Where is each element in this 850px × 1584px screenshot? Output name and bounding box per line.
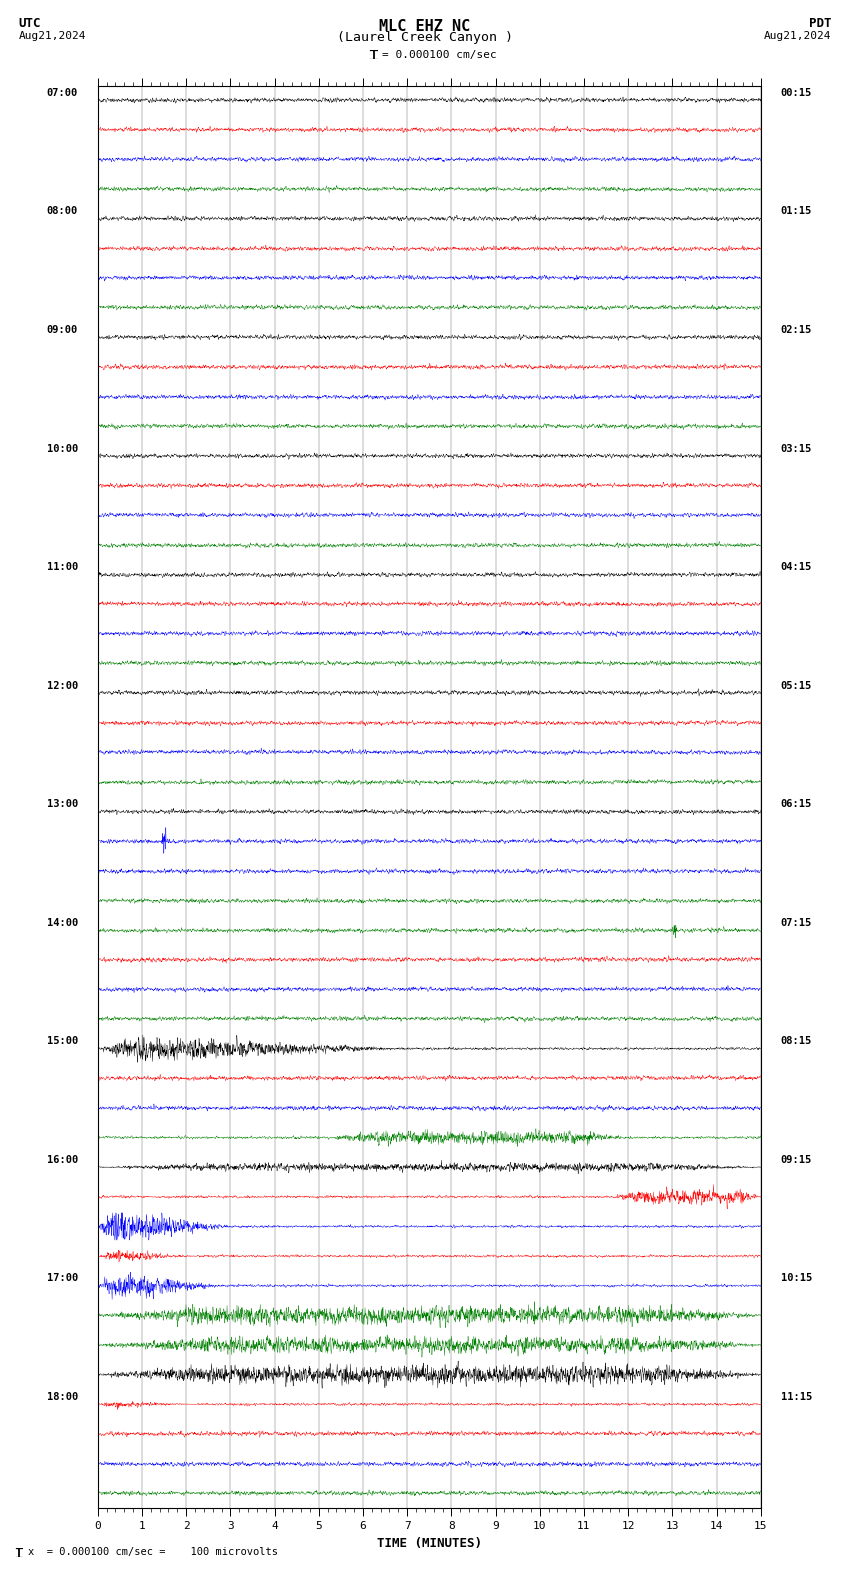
Text: 12:00: 12:00 xyxy=(47,681,78,691)
Text: 10:15: 10:15 xyxy=(780,1274,812,1283)
Text: UTC: UTC xyxy=(19,17,41,30)
Text: 07:00: 07:00 xyxy=(47,87,78,98)
Text: 08:00: 08:00 xyxy=(47,206,78,217)
Text: 03:15: 03:15 xyxy=(780,444,812,453)
Text: 01:15: 01:15 xyxy=(780,206,812,217)
Text: Aug21,2024: Aug21,2024 xyxy=(764,32,831,41)
Text: 15:00: 15:00 xyxy=(47,1036,78,1045)
Text: Aug21,2024: Aug21,2024 xyxy=(19,32,86,41)
Text: 05:15: 05:15 xyxy=(780,681,812,691)
Text: 06:15: 06:15 xyxy=(780,798,812,809)
Text: 04:15: 04:15 xyxy=(780,562,812,572)
Text: 17:00: 17:00 xyxy=(47,1274,78,1283)
Text: 08:15: 08:15 xyxy=(780,1036,812,1045)
Text: = 0.000100 cm/sec: = 0.000100 cm/sec xyxy=(382,49,497,60)
Text: 09:00: 09:00 xyxy=(47,325,78,334)
X-axis label: TIME (MINUTES): TIME (MINUTES) xyxy=(377,1536,482,1549)
Text: x  = 0.000100 cm/sec =    100 microvolts: x = 0.000100 cm/sec = 100 microvolts xyxy=(28,1548,278,1557)
Text: MLC EHZ NC: MLC EHZ NC xyxy=(379,19,471,33)
Text: (Laurel Creek Canyon ): (Laurel Creek Canyon ) xyxy=(337,32,513,44)
Text: 14:00: 14:00 xyxy=(47,917,78,928)
Text: 18:00: 18:00 xyxy=(47,1392,78,1402)
Text: 09:15: 09:15 xyxy=(780,1155,812,1164)
Text: 00:15: 00:15 xyxy=(780,87,812,98)
Text: 02:15: 02:15 xyxy=(780,325,812,334)
Text: 10:00: 10:00 xyxy=(47,444,78,453)
Text: 13:00: 13:00 xyxy=(47,798,78,809)
Text: 16:00: 16:00 xyxy=(47,1155,78,1164)
Text: PDT: PDT xyxy=(809,17,831,30)
Text: 11:00: 11:00 xyxy=(47,562,78,572)
Text: 07:15: 07:15 xyxy=(780,917,812,928)
Text: 11:15: 11:15 xyxy=(780,1392,812,1402)
